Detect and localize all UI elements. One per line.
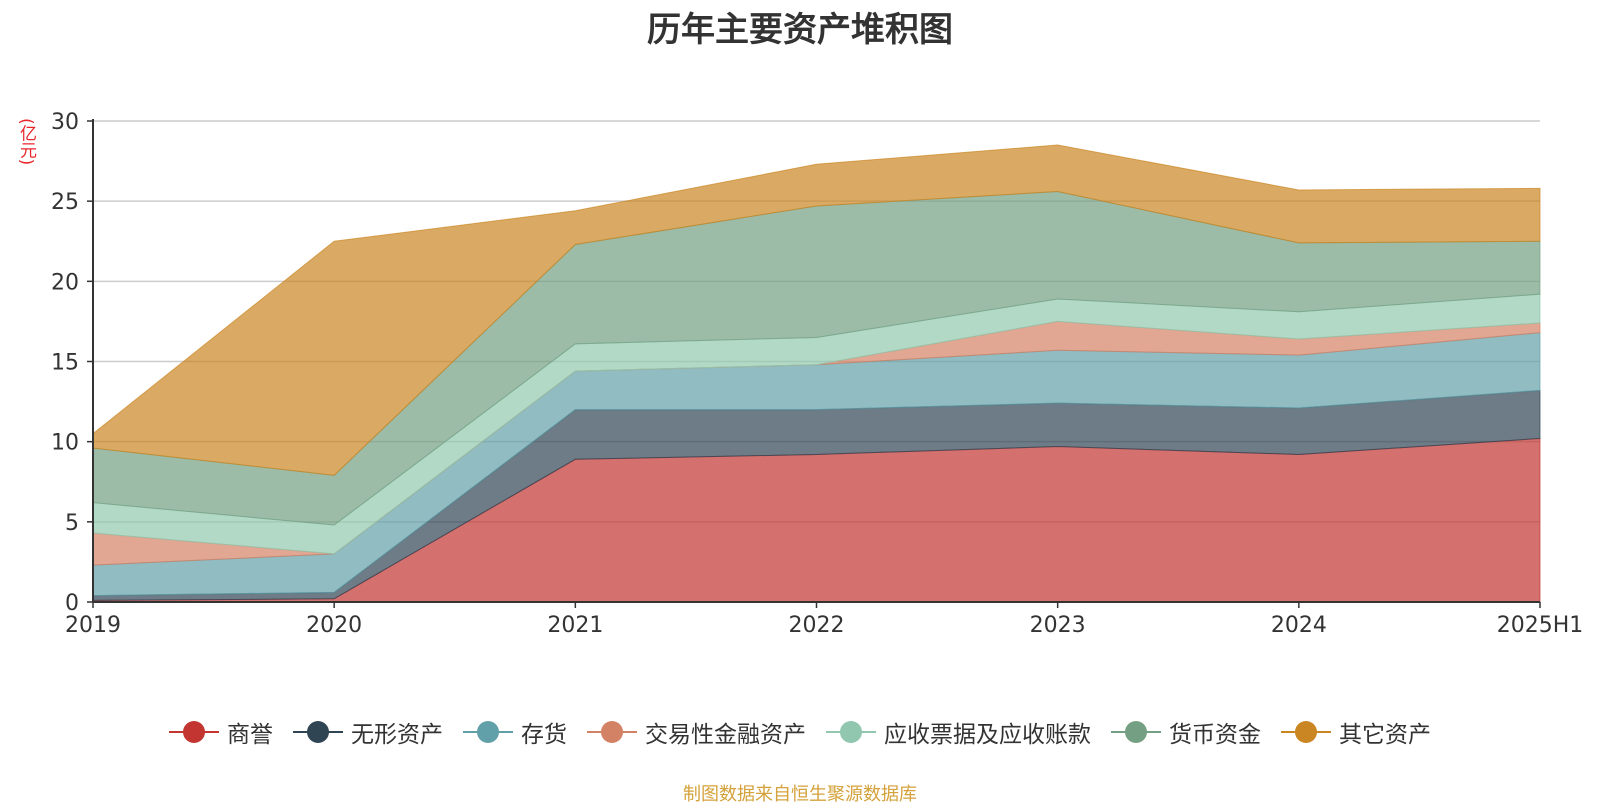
legend-item-2[interactable]: 存货 <box>463 715 567 749</box>
legend-item-1[interactable]: 无形资产 <box>293 715 443 749</box>
y-tick-label: 30 <box>51 110 79 135</box>
legend-item-0[interactable]: 商誉 <box>169 715 273 749</box>
legend-item-4[interactable]: 应收票据及应收账款 <box>826 715 1091 749</box>
legend-marker-icon <box>1281 718 1331 746</box>
legend-marker-icon <box>293 718 343 746</box>
legend-item-3[interactable]: 交易性金融资产 <box>587 715 806 749</box>
axes-group: 0 5 10 15 20 25 30 2019 2020 2021 2022 2023 2024 2025… <box>51 110 1583 638</box>
legend-item-6[interactable]: 其它资产 <box>1281 715 1431 749</box>
x-tick-label: 2019 <box>65 613 121 638</box>
legend-marker-icon <box>463 718 513 746</box>
stacked-area-chart: 0 5 10 15 20 25 30 2019 2020 2021 2022 2023 2024 2025… <box>51 110 1583 638</box>
area-series-6[interactable] <box>92 144 1541 476</box>
chart-legend: 商誉 无形资产 存货 交易性金融资产 应收票据及应收账款 货币资金 其它资产 <box>0 715 1600 749</box>
data-source-note: 制图数据来自恒生聚源数据库 <box>683 784 917 805</box>
area-series-group <box>92 144 1541 603</box>
y-tick-label: 10 <box>51 431 79 456</box>
x-tick-label: 2021 <box>547 613 603 638</box>
legend-label: 交易性金融资产 <box>645 722 806 748</box>
legend-label: 货币资金 <box>1169 722 1261 748</box>
y-tick-label: 20 <box>51 270 79 295</box>
legend-label: 应收票据及应收账款 <box>884 722 1091 748</box>
x-tick-label: 2023 <box>1030 613 1086 638</box>
x-tick-label: 2022 <box>789 613 845 638</box>
legend-marker-icon <box>169 718 219 746</box>
x-tick-label: 2024 <box>1271 613 1327 638</box>
y-tick-label: 0 <box>65 591 79 616</box>
chart-title: 历年主要资产堆积图 <box>647 10 953 50</box>
legend-label: 其它资产 <box>1339 722 1431 748</box>
x-tick-label: 2020 <box>306 613 362 638</box>
y-tick-label: 15 <box>51 351 79 376</box>
legend-label: 商誉 <box>227 722 273 748</box>
x-tick-label: 2025H1 <box>1497 613 1584 638</box>
legend-label: 存货 <box>521 722 567 748</box>
y-tick-label: 5 <box>65 511 79 536</box>
legend-marker-icon <box>826 718 876 746</box>
legend-label: 无形资产 <box>351 722 443 748</box>
legend-marker-icon <box>587 718 637 746</box>
legend-item-5[interactable]: 货币资金 <box>1111 715 1261 749</box>
y-tick-label: 25 <box>51 190 79 215</box>
y-axis-unit-label: (亿元) <box>16 118 36 166</box>
legend-marker-icon <box>1111 718 1161 746</box>
